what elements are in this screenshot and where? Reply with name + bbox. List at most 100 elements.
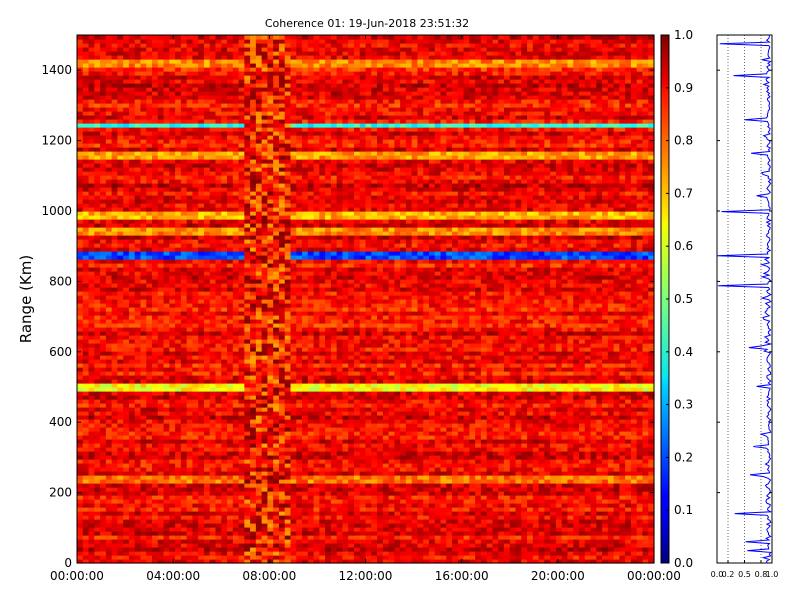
heatmap-cell bbox=[203, 367, 211, 372]
heatmap-cell bbox=[348, 447, 355, 452]
heatmap-cell bbox=[457, 367, 465, 372]
heatmap-cell bbox=[555, 403, 563, 408]
heatmap-cell bbox=[498, 491, 505, 496]
heatmap-cell bbox=[521, 463, 528, 468]
heatmap-cell bbox=[140, 559, 147, 564]
heatmap-cell bbox=[330, 467, 338, 472]
heatmap-cell bbox=[330, 495, 338, 500]
heatmap-cell bbox=[284, 507, 292, 512]
heatmap-cell bbox=[630, 371, 638, 376]
heatmap-cell bbox=[602, 471, 609, 476]
heatmap-cell bbox=[377, 427, 384, 432]
heatmap-cell bbox=[469, 407, 476, 412]
heatmap-cell bbox=[215, 511, 222, 516]
heatmap-cell bbox=[365, 391, 372, 396]
heatmap-cell bbox=[227, 375, 234, 380]
heatmap-cell bbox=[244, 383, 251, 388]
heatmap-cell bbox=[607, 471, 615, 476]
heatmap-cell bbox=[100, 471, 107, 476]
heatmap-cell bbox=[521, 471, 528, 476]
heatmap-cell bbox=[625, 375, 632, 380]
heatmap-cell bbox=[336, 543, 344, 548]
heatmap-cell bbox=[250, 395, 257, 400]
heatmap-cell bbox=[411, 531, 419, 536]
heatmap-cell bbox=[140, 499, 147, 504]
heatmap-cell bbox=[186, 515, 193, 520]
heatmap-cell bbox=[77, 427, 84, 432]
heatmap-cell bbox=[94, 495, 101, 500]
heatmap-cell bbox=[457, 415, 465, 420]
heatmap-cell bbox=[128, 527, 136, 532]
heatmap-cell bbox=[336, 559, 344, 564]
heatmap-cell bbox=[648, 551, 655, 556]
heatmap-cell bbox=[336, 411, 344, 416]
heatmap-cell bbox=[613, 543, 620, 548]
heatmap-cell bbox=[509, 511, 517, 516]
heatmap-cell bbox=[377, 371, 384, 376]
heatmap-cell bbox=[602, 487, 609, 492]
heatmap-cell bbox=[302, 363, 309, 368]
heatmap-cell bbox=[255, 431, 263, 436]
heatmap-cell bbox=[619, 411, 626, 416]
heatmap-cell bbox=[492, 435, 499, 440]
heatmap-cell bbox=[273, 415, 280, 420]
heatmap-cell bbox=[636, 387, 644, 392]
heatmap-cell bbox=[186, 495, 193, 500]
heatmap-cell bbox=[590, 519, 597, 524]
heatmap-cell bbox=[244, 535, 251, 540]
heatmap-cell bbox=[123, 483, 130, 488]
heatmap-cell bbox=[377, 519, 384, 524]
heatmap-cell bbox=[636, 379, 644, 384]
heatmap-cell bbox=[105, 543, 113, 548]
heatmap-cell bbox=[313, 471, 320, 476]
heatmap-cell bbox=[440, 539, 447, 544]
heatmap-cell bbox=[238, 415, 245, 420]
heatmap-cell bbox=[105, 467, 113, 472]
heatmap-cell bbox=[434, 519, 442, 524]
heatmap-cell bbox=[140, 395, 147, 400]
heatmap-cell bbox=[255, 367, 263, 372]
heatmap-cell bbox=[175, 399, 182, 404]
heatmap-cell bbox=[140, 515, 147, 520]
heatmap-cell bbox=[215, 499, 222, 504]
heatmap-cell bbox=[342, 491, 349, 496]
heatmap-cell bbox=[105, 423, 113, 428]
heatmap-cell bbox=[267, 383, 274, 388]
heatmap-cell bbox=[411, 527, 419, 532]
heatmap-cell bbox=[405, 503, 413, 508]
heatmap-cell bbox=[180, 467, 188, 472]
heatmap-cell bbox=[128, 367, 136, 372]
heatmap-cell bbox=[573, 503, 580, 508]
heatmap-cell bbox=[440, 411, 447, 416]
heatmap-cell bbox=[111, 543, 118, 548]
heatmap-cell bbox=[469, 423, 476, 428]
heatmap-cell bbox=[561, 491, 569, 496]
heatmap-cell bbox=[284, 531, 292, 536]
heatmap-cell bbox=[636, 403, 644, 408]
heatmap-cell bbox=[463, 535, 470, 540]
heatmap-cell bbox=[267, 435, 274, 440]
heatmap-cell bbox=[353, 391, 361, 396]
heatmap-cell bbox=[342, 415, 349, 420]
heatmap-cell bbox=[636, 515, 644, 520]
heatmap-cell bbox=[342, 507, 349, 512]
heatmap-cell bbox=[244, 415, 251, 420]
heatmap-cell bbox=[630, 455, 638, 460]
heatmap-cell bbox=[215, 403, 222, 408]
heatmap-cell bbox=[186, 491, 193, 496]
heatmap-cell bbox=[261, 555, 269, 560]
heatmap-cell bbox=[140, 367, 147, 372]
heatmap-cell bbox=[440, 499, 447, 504]
heatmap-cell bbox=[573, 387, 580, 392]
heatmap-cell bbox=[486, 495, 494, 500]
heatmap-cell bbox=[296, 467, 303, 472]
heatmap-cell bbox=[88, 511, 95, 516]
heatmap-cell bbox=[532, 487, 540, 492]
heatmap-cell bbox=[244, 547, 251, 552]
heatmap-cell bbox=[630, 407, 638, 412]
heatmap-cell bbox=[250, 411, 257, 416]
heatmap-cell bbox=[307, 519, 315, 524]
heatmap-cell bbox=[169, 539, 176, 544]
heatmap-cell bbox=[198, 411, 205, 416]
heatmap-cell bbox=[555, 367, 563, 372]
